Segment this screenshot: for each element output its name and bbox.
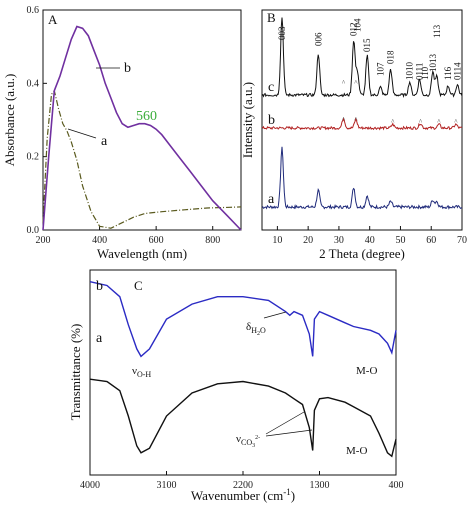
panel-a-ytick-label: 0.6 [27, 5, 40, 16]
panel-c-xlabel: Wavenumber (cm-1) [191, 487, 295, 503]
panel-b-xlabel: 2 Theta (degree) [319, 246, 405, 261]
panel-a-ytick-label: 0.2 [27, 152, 40, 163]
panel-b-ticks: 10 20 30 40 50 60 70 [272, 226, 467, 246]
panel-b-peak-label: 1013 [428, 54, 438, 73]
panel-a-frame [42, 9, 242, 231]
panel-b-letter: B [267, 10, 276, 25]
panel-c-label-b: b [96, 279, 103, 294]
panel-b-caret: ^ [354, 116, 358, 124]
panel-b-peak-label: 003 [277, 26, 287, 40]
panel-b-caret: ^ [419, 118, 423, 126]
panel-b-peak-label: 110 [420, 66, 430, 80]
panel-b-caret: ^ [437, 118, 441, 126]
panel-b-peak-label: 107 [375, 62, 385, 76]
panel-a-ytick-label: 0.4 [27, 78, 40, 89]
panel-b-peak-label: 0114 [452, 62, 462, 80]
panel-c-series-b [89, 281, 397, 358]
panel-b-series-b [261, 117, 463, 131]
panel-b-peak-label: 012 [349, 23, 359, 37]
panel-b-xtick-label: 60 [426, 235, 436, 246]
panel-b-xtick-label: 70 [457, 235, 467, 246]
panel-b-lines: a b c ^ ^ ^ ^ ^ ^ ^ ^ [261, 17, 463, 210]
panel-c-ticks: 4000 3100 2200 1300 400 [80, 471, 404, 491]
panel-b-xtick-label: 20 [303, 235, 313, 246]
panel-c-xtick-label: 4000 [80, 480, 100, 491]
panel-b-series-c [261, 17, 463, 98]
panel-c-mo-label-a: M-O [346, 445, 367, 457]
panel-b-ylabel: Intensity (a.u.) [240, 82, 255, 158]
panel-c-letter: C [134, 278, 143, 293]
panel-a-xtick-label: 200 [36, 235, 51, 246]
panel-a-label-a: a [101, 134, 108, 149]
panel-c-vco3-leader-1 [265, 411, 305, 435]
panel-a-series-b [42, 25, 242, 231]
panel-c-label-a: a [96, 331, 103, 346]
panel-b-peak-label: 113 [432, 24, 442, 38]
panel-b-xtick-label: 10 [272, 235, 282, 246]
panel-a-xtick-label: 800 [205, 235, 220, 246]
panel-a-xtick-label: 600 [149, 235, 164, 246]
panel-b-peak-label: 104 [352, 18, 362, 32]
panel-b-peak-label: 0111 [415, 63, 425, 80]
panel-b-frame [261, 9, 463, 231]
panel-b-caret: ^ [391, 118, 395, 126]
panel-c-dh2o-label: δH2O [246, 321, 266, 337]
panel-c-xtick-label: 3100 [157, 480, 177, 491]
panel-b-xtick-label: 40 [365, 235, 375, 246]
panel-a-letter: A [48, 12, 58, 27]
panel-b-peak-label: 1010 [405, 62, 415, 81]
panel-c-lines: ab [89, 279, 397, 458]
panel-c-xtick-label: 400 [389, 480, 404, 491]
panel-b-peak-label: 015 [362, 38, 372, 52]
panel-c-vco3-label: νCO32- [236, 433, 260, 449]
panel-c-xtick-label: 1300 [310, 480, 330, 491]
panel-a-ylabel: Absorbance (a.u.) [2, 74, 17, 167]
panel-b-xtick-label: 50 [395, 235, 405, 246]
panel-b-caret: ^ [354, 79, 358, 87]
panel-a-ytick-label: 0.0 [27, 225, 40, 236]
panel-b-peak-label: 116 [443, 66, 453, 80]
panel-c-series-a [89, 378, 397, 458]
panel-c-vco3-leader-2 [265, 429, 313, 437]
panel-b-caret: ^ [342, 116, 346, 124]
panel-b-label-b: b [268, 113, 275, 128]
panel-b-series-a [261, 146, 463, 210]
panel-b-xtick-label: 30 [334, 235, 344, 246]
panel-c-ylabel: Transmittance (%) [68, 324, 83, 421]
panel-a-leader-a [67, 128, 97, 139]
panel-c-mo-label-b: M-O [356, 365, 377, 377]
panel-b-label-c: c [268, 80, 274, 95]
panel-a-label-b: b [124, 61, 131, 76]
panel-c-dh2o-leader [263, 311, 287, 319]
panel-a-lines: ab [42, 25, 242, 231]
panel-b-peak-label: 006 [313, 32, 323, 46]
panel-b-caret: ^ [454, 118, 458, 126]
panel-c-voh-label: νO-H [132, 365, 151, 379]
panel-b-peak-label: 018 [386, 50, 396, 64]
panel-b-label-a: a [268, 192, 275, 207]
panel-a-ticks: 200 400 600 800 0.0 0.2 0.4 0.6 [27, 5, 221, 246]
panel-a-peak-560: 560 [136, 109, 157, 124]
panel-a-xtick-label: 400 [92, 235, 107, 246]
panel-a-xlabel: Wavelength (nm) [97, 246, 187, 261]
panel-b-caret: ^ [342, 79, 346, 87]
panel-a-series-a [42, 89, 242, 229]
panel-c-xtick-label: 2200 [233, 480, 253, 491]
